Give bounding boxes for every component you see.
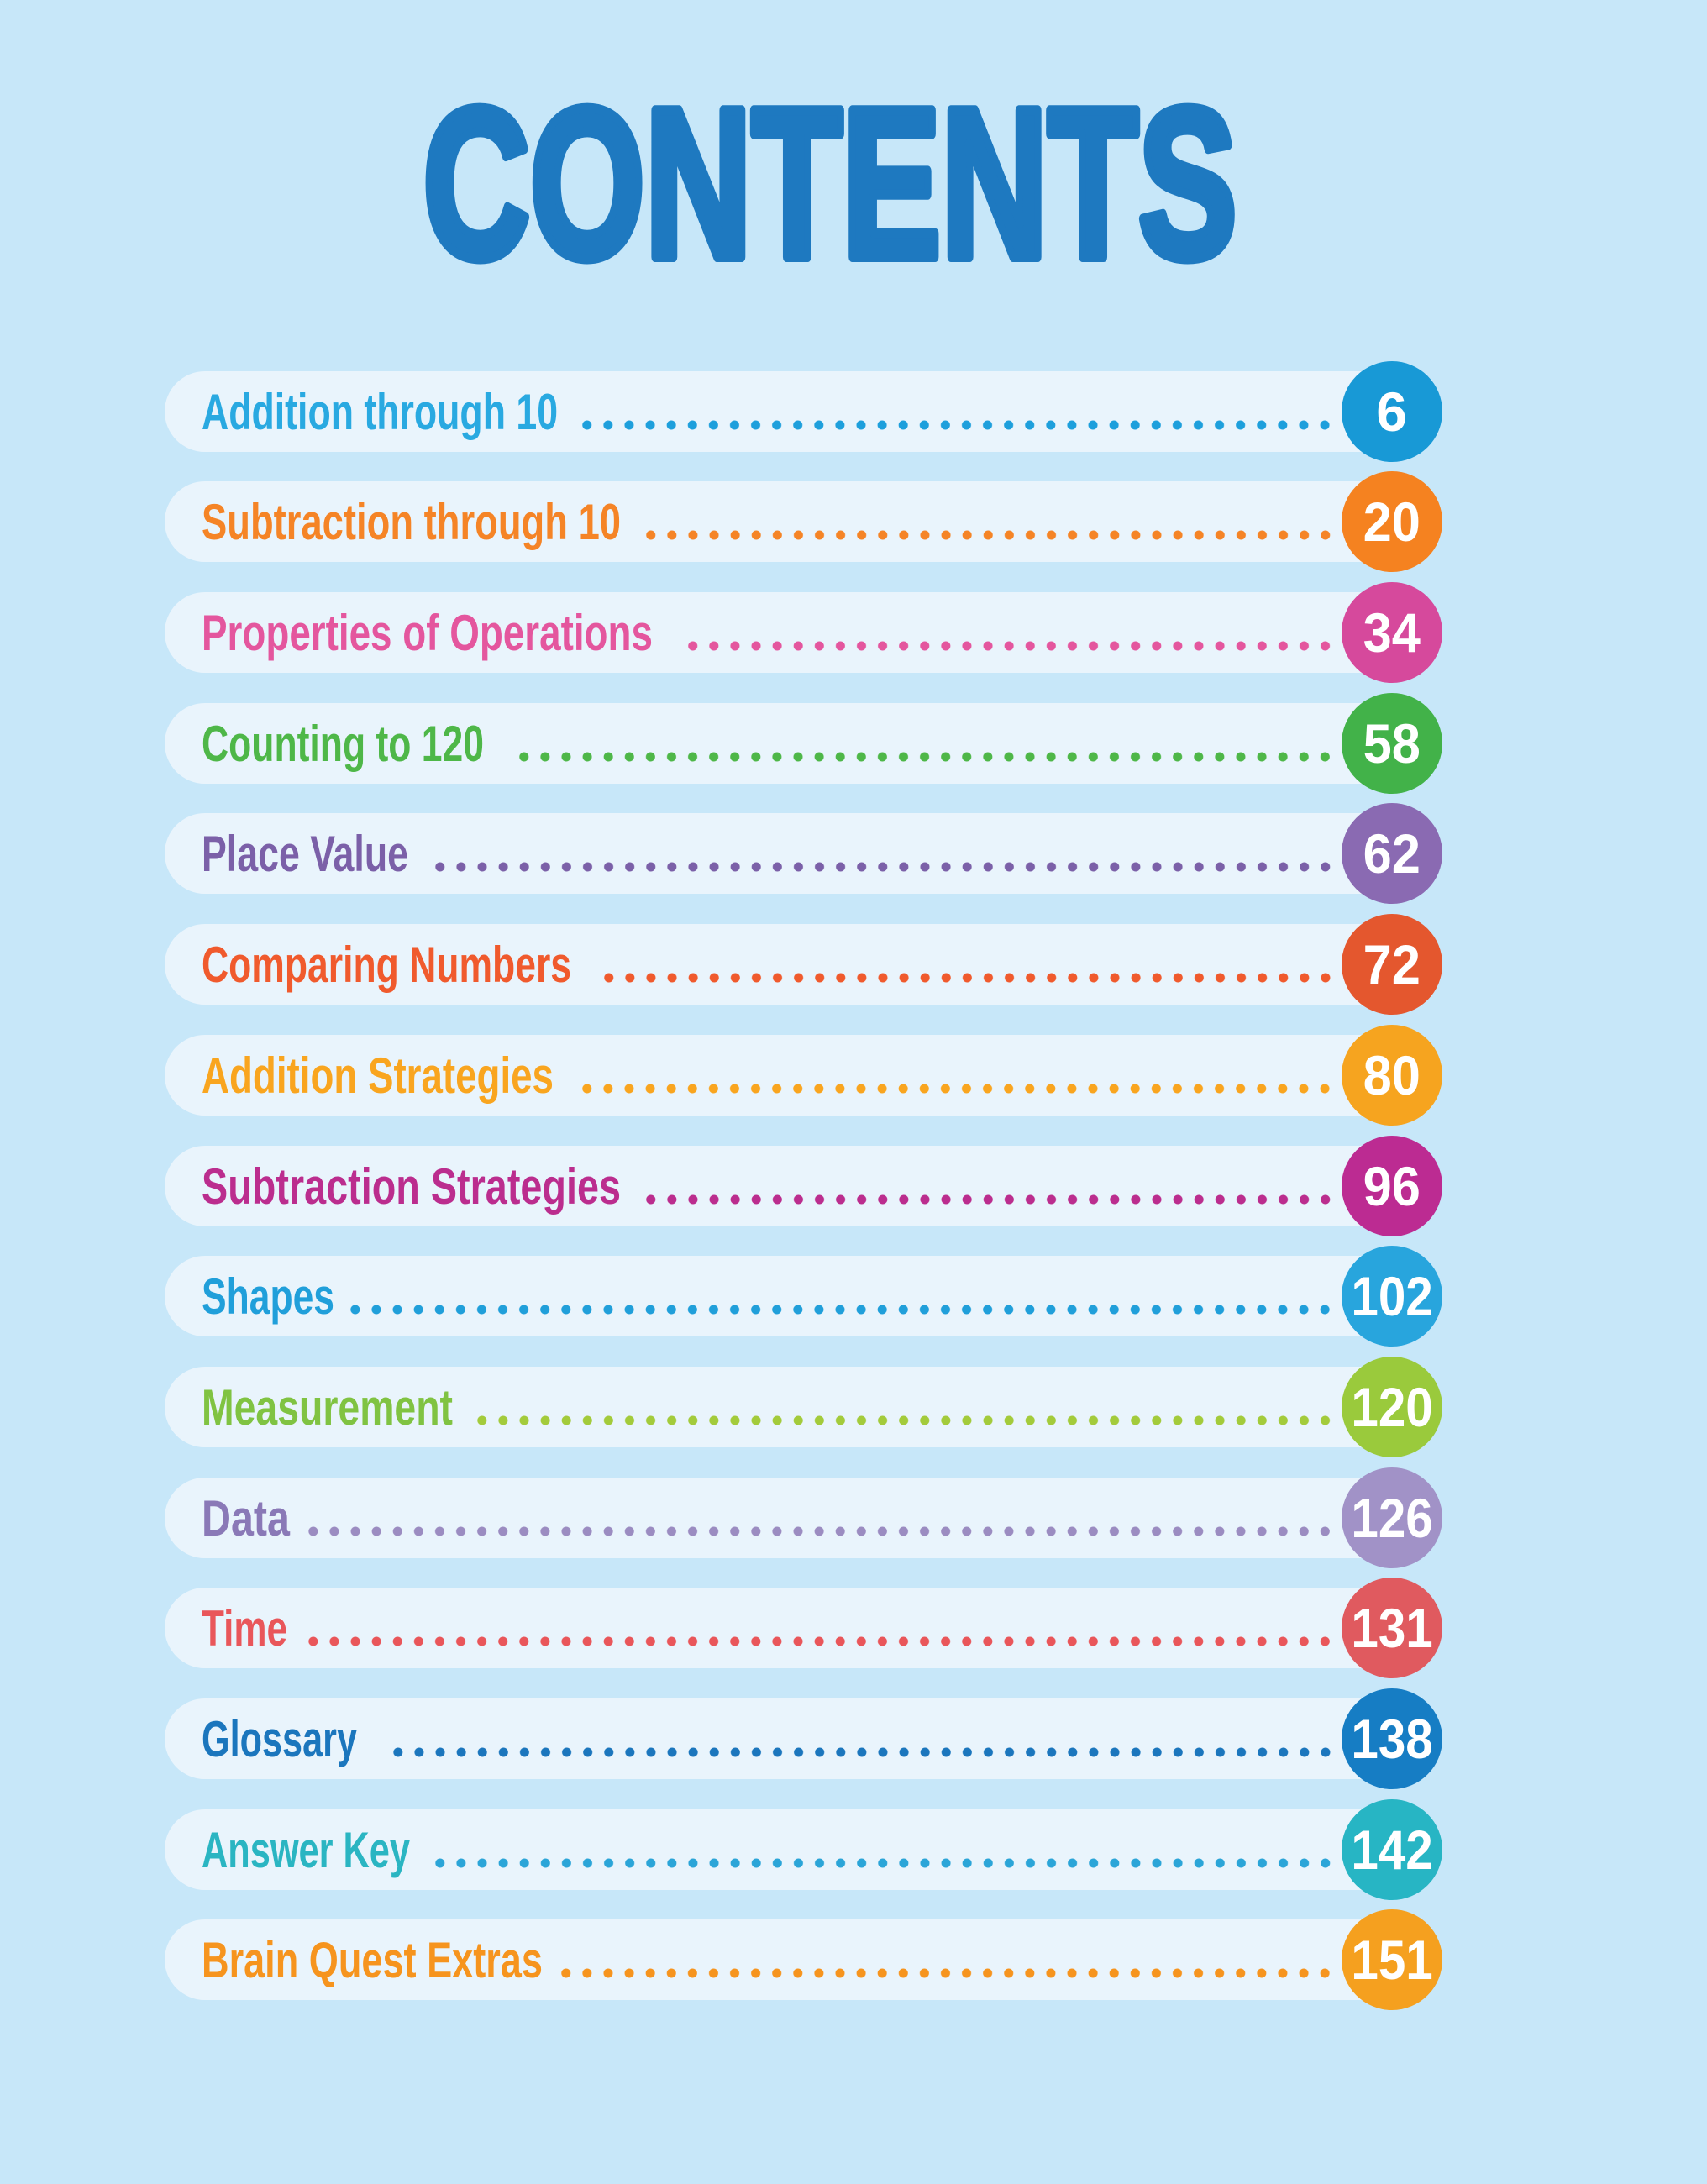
svg-text:CONTENTS: CONTENTS (423, 64, 1237, 302)
